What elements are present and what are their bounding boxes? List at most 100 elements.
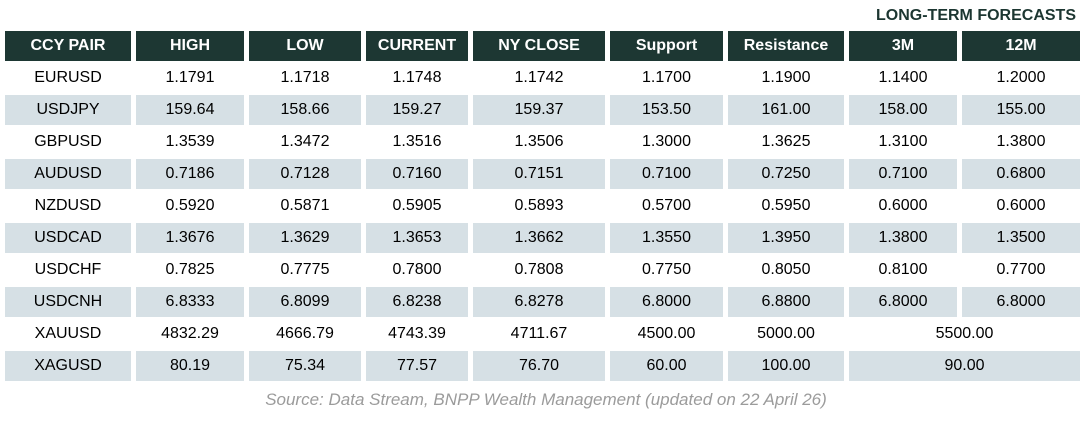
cell-high: 1.1791 (136, 63, 244, 93)
table-row-usdchf: USDCHF 0.7825 0.7775 0.7800 0.7808 0.7750 0.80… (5, 255, 1080, 285)
cell-resistance: 1.3625 (728, 127, 844, 157)
column-header-ccy-pair: CCY PAIR (5, 31, 131, 61)
cell-current: 77.57 (366, 351, 468, 381)
cell-ccy-pair: USDCAD (5, 223, 131, 253)
table-row-usdcnh: USDCNH 6.8333 6.8099 6.8238 6.8278 6.8000 6.88… (5, 287, 1080, 317)
cell-support: 6.8000 (610, 287, 723, 317)
cell-low: 0.7128 (249, 159, 361, 189)
cell-current: 0.7160 (366, 159, 468, 189)
cell-current: 1.1748 (366, 63, 468, 93)
cell-low: 6.8099 (249, 287, 361, 317)
cell-current: 0.5905 (366, 191, 468, 221)
cell-resistance: 1.3950 (728, 223, 844, 253)
column-header-low: LOW (249, 31, 361, 61)
table-row-usdcad: USDCAD 1.3676 1.3629 1.3653 1.3662 1.3550 1.39… (5, 223, 1080, 253)
cell-resistance: 100.00 (728, 351, 844, 381)
table-row-xagusd: XAGUSD 80.19 75.34 77.57 76.70 60.00 100.00 90.… (5, 351, 1080, 381)
cell-ccy-pair: USDCHF (5, 255, 131, 285)
column-header-3m: 3M (849, 31, 957, 61)
fx-forecast-table: CCY PAIR HIGH LOW CURRENT NY CLOSE Support Res… (0, 29, 1085, 383)
table-body: EURUSD 1.1791 1.1718 1.1748 1.1742 1.1700 1.19… (5, 63, 1080, 381)
cell-12m: 0.6800 (962, 159, 1080, 189)
cell-current: 4743.39 (366, 319, 468, 349)
cell-high: 0.5920 (136, 191, 244, 221)
cell-support: 1.3000 (610, 127, 723, 157)
cell-resistance: 0.5950 (728, 191, 844, 221)
cell-high: 159.64 (136, 95, 244, 125)
cell-ccy-pair: USDCNH (5, 287, 131, 317)
cell-support: 1.1700 (610, 63, 723, 93)
table-row-xauusd: XAUUSD 4832.29 4666.79 4743.39 4711.67 4500.0… (5, 319, 1080, 349)
cell-high: 1.3539 (136, 127, 244, 157)
column-header-support: Support (610, 31, 723, 61)
cell-ny-close: 4711.67 (473, 319, 605, 349)
cell-ccy-pair: AUDUSD (5, 159, 131, 189)
cell-3m: 1.1400 (849, 63, 957, 93)
cell-ccy-pair: GBPUSD (5, 127, 131, 157)
cell-low: 1.3472 (249, 127, 361, 157)
cell-ny-close: 159.37 (473, 95, 605, 125)
cell-low: 0.5871 (249, 191, 361, 221)
cell-3m: 0.6000 (849, 191, 957, 221)
table-row-eurusd: EURUSD 1.1791 1.1718 1.1748 1.1742 1.1700 1.19… (5, 63, 1080, 93)
cell-ny-close: 1.3662 (473, 223, 605, 253)
cell-resistance: 0.8050 (728, 255, 844, 285)
column-header-12m: 12M (962, 31, 1080, 61)
table-row-audusd: AUDUSD 0.7186 0.7128 0.7160 0.7151 0.7100 0.72… (5, 159, 1080, 189)
column-header-resistance: Resistance (728, 31, 844, 61)
cell-12m: 155.00 (962, 95, 1080, 125)
cell-low: 4666.79 (249, 319, 361, 349)
cell-3m: 6.8000 (849, 287, 957, 317)
cell-3m: 1.3100 (849, 127, 957, 157)
cell-support: 60.00 (610, 351, 723, 381)
cell-forecast-merged: 5500.00 (849, 319, 1080, 349)
cell-current: 159.27 (366, 95, 468, 125)
cell-low: 1.1718 (249, 63, 361, 93)
cell-current: 6.8238 (366, 287, 468, 317)
cell-ccy-pair: XAGUSD (5, 351, 131, 381)
cell-high: 0.7186 (136, 159, 244, 189)
cell-12m: 1.3800 (962, 127, 1080, 157)
cell-resistance: 5000.00 (728, 319, 844, 349)
cell-ccy-pair: NZDUSD (5, 191, 131, 221)
table-header-row: CCY PAIR HIGH LOW CURRENT NY CLOSE Support Res… (5, 31, 1080, 61)
cell-current: 1.3653 (366, 223, 468, 253)
table-row-gbpusd: GBPUSD 1.3539 1.3472 1.3516 1.3506 1.3000 1.36… (5, 127, 1080, 157)
cell-high: 6.8333 (136, 287, 244, 317)
cell-12m: 1.3500 (962, 223, 1080, 253)
cell-support: 0.7750 (610, 255, 723, 285)
cell-12m: 0.6000 (962, 191, 1080, 221)
cell-current: 1.3516 (366, 127, 468, 157)
cell-resistance: 161.00 (728, 95, 844, 125)
cell-support: 4500.00 (610, 319, 723, 349)
cell-high: 1.3676 (136, 223, 244, 253)
cell-high: 80.19 (136, 351, 244, 381)
cell-resistance: 0.7250 (728, 159, 844, 189)
cell-3m: 0.8100 (849, 255, 957, 285)
cell-ccy-pair: EURUSD (5, 63, 131, 93)
cell-low: 1.3629 (249, 223, 361, 253)
cell-ccy-pair: XAUUSD (5, 319, 131, 349)
cell-3m: 1.3800 (849, 223, 957, 253)
cell-ny-close: 0.7808 (473, 255, 605, 285)
cell-low: 158.66 (249, 95, 361, 125)
cell-support: 0.7100 (610, 159, 723, 189)
cell-ccy-pair: USDJPY (5, 95, 131, 125)
cell-3m: 0.7100 (849, 159, 957, 189)
cell-resistance: 1.1900 (728, 63, 844, 93)
source-caption: Source: Data Stream, BNPP Wealth Managem… (265, 390, 827, 409)
cell-ny-close: 0.7151 (473, 159, 605, 189)
cell-support: 1.3550 (610, 223, 723, 253)
column-header-current: CURRENT (366, 31, 468, 61)
cell-high: 0.7825 (136, 255, 244, 285)
table-row-nzdusd: NZDUSD 0.5920 0.5871 0.5905 0.5893 0.5700 0.59… (5, 191, 1080, 221)
cell-forecast-merged: 90.00 (849, 351, 1080, 381)
cell-ny-close: 76.70 (473, 351, 605, 381)
cell-support: 153.50 (610, 95, 723, 125)
cell-ny-close: 1.1742 (473, 63, 605, 93)
cell-12m: 1.2000 (962, 63, 1080, 93)
column-header-high: HIGH (136, 31, 244, 61)
cell-resistance: 6.8800 (728, 287, 844, 317)
cell-high: 4832.29 (136, 319, 244, 349)
